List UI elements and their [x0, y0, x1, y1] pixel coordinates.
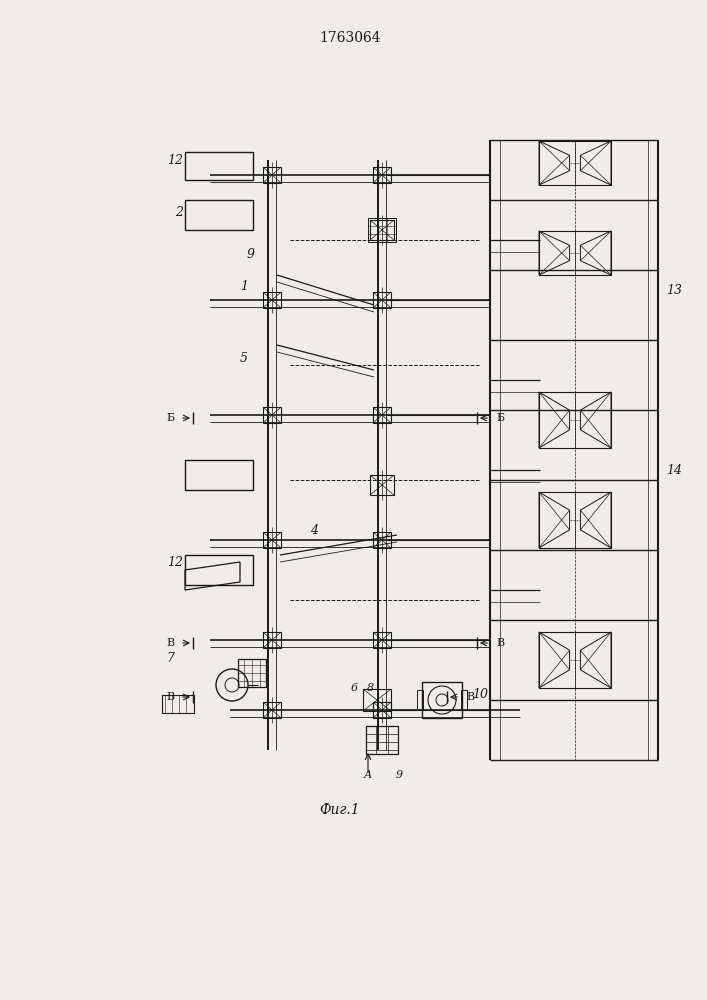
Bar — [263, 632, 281, 648]
Bar — [373, 702, 391, 718]
Text: Фиг.1: Фиг.1 — [320, 803, 361, 817]
Bar — [370, 475, 394, 495]
Bar — [539, 632, 611, 688]
Text: 7: 7 — [166, 652, 174, 664]
Text: 5: 5 — [240, 352, 248, 364]
Text: Б: Б — [496, 413, 504, 423]
Bar — [263, 292, 281, 308]
Text: В: В — [166, 692, 174, 702]
Bar — [368, 218, 396, 242]
Text: В: В — [166, 638, 174, 648]
Bar — [263, 407, 281, 423]
Text: 14: 14 — [666, 464, 682, 477]
Text: 9: 9 — [396, 770, 403, 780]
Bar — [185, 555, 253, 585]
Bar — [185, 200, 253, 230]
Text: 6: 6 — [351, 683, 358, 693]
Bar — [422, 682, 462, 718]
Text: 13: 13 — [666, 284, 682, 296]
Bar — [185, 152, 253, 180]
Text: А: А — [364, 770, 372, 780]
Bar — [238, 659, 266, 687]
Bar — [539, 392, 611, 448]
Bar — [539, 231, 611, 275]
Text: 9: 9 — [247, 248, 255, 261]
Bar — [263, 532, 281, 548]
Text: 10: 10 — [472, 688, 488, 702]
Text: 4: 4 — [310, 524, 318, 536]
Text: В: В — [466, 692, 474, 702]
Bar — [539, 141, 611, 185]
Bar — [373, 632, 391, 648]
Bar — [539, 492, 611, 548]
Bar — [263, 702, 281, 718]
Bar — [373, 167, 391, 183]
Bar — [370, 220, 394, 240]
Bar — [373, 532, 391, 548]
Text: В: В — [496, 638, 504, 648]
Bar — [162, 695, 194, 713]
Bar — [373, 407, 391, 423]
Text: Б: Б — [166, 413, 174, 423]
Bar — [363, 689, 391, 711]
Text: 1: 1 — [240, 280, 248, 294]
Text: 12: 12 — [167, 556, 183, 568]
Bar — [185, 460, 253, 490]
Text: 12: 12 — [167, 153, 183, 166]
Bar — [417, 690, 423, 710]
Bar — [263, 167, 281, 183]
Bar — [373, 292, 391, 308]
Text: 1763064: 1763064 — [319, 31, 381, 45]
Text: 2: 2 — [175, 207, 183, 220]
Bar — [461, 690, 467, 710]
Text: 8: 8 — [366, 683, 373, 693]
Bar — [366, 726, 398, 754]
